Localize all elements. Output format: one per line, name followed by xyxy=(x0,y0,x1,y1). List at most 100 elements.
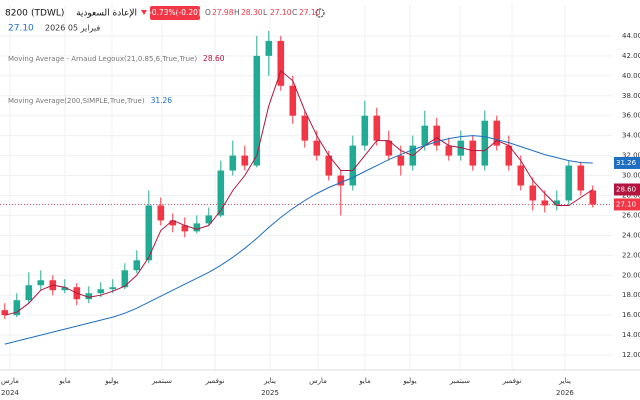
candle-body xyxy=(505,145,513,166)
candle-body xyxy=(253,55,261,166)
candle-body xyxy=(433,125,441,146)
candle-body xyxy=(313,140,321,156)
ohlc: O 27.98 H 28.30 L 27.10 C 27.10 xyxy=(205,8,321,17)
x-tick-label: مايو xyxy=(58,377,71,385)
y-tick-label: 18.00 xyxy=(622,291,640,299)
x-tick-label: يناير xyxy=(558,377,571,385)
candle-body xyxy=(337,175,345,186)
x-tick-label: سبتمبر xyxy=(151,377,172,385)
candle-body xyxy=(229,155,237,171)
ohlc-value: 27.10 xyxy=(299,8,321,17)
settings-icon[interactable] xyxy=(315,8,325,18)
candle-body xyxy=(265,40,273,56)
moving-average-line xyxy=(4,135,593,345)
x-tick-label: يوليو xyxy=(104,377,118,385)
x-tick-label: مارس xyxy=(1,377,19,385)
ohlc-key: L xyxy=(263,8,268,17)
y-tick-label: 20.00 xyxy=(622,271,640,279)
exchange: (TDWL) xyxy=(31,9,64,19)
x-tick-label: مارس xyxy=(309,377,327,385)
candle-body xyxy=(421,125,429,146)
candle-body xyxy=(289,85,297,116)
y-tick-label: 22.00 xyxy=(622,251,640,259)
y-tick-label: 32.00 xyxy=(622,152,640,160)
legend-label: Moving Average(200,SIMPLE,True,True) xyxy=(8,97,145,105)
price-tag-label: 27.10 xyxy=(616,200,636,208)
candle-body xyxy=(1,310,9,316)
price-tag xyxy=(614,183,640,196)
header: 8200 (TDWL) الإعادة السعودية -0.73%(-0.2… xyxy=(5,6,325,105)
candle-body xyxy=(301,115,309,141)
price-tag xyxy=(614,198,640,211)
x-tick-label: مايو xyxy=(358,377,371,385)
x-tick-label: نوفمبر xyxy=(205,377,225,385)
ohlc-key: C xyxy=(292,8,297,17)
candle-body xyxy=(529,185,537,201)
candle-body xyxy=(157,205,165,221)
price-tag xyxy=(614,156,640,169)
change: -0.73%(-0.20) xyxy=(149,8,201,17)
candle-body xyxy=(97,289,105,294)
candle-body xyxy=(277,40,285,86)
candle-body xyxy=(553,200,561,206)
candle-body xyxy=(565,165,573,201)
x-tick-year: 2025 xyxy=(261,389,279,397)
candle-body xyxy=(385,140,393,156)
candle-body xyxy=(589,190,597,205)
legend-label: Moving Average - Arnaud Legoux(21,0.85,6… xyxy=(8,55,197,63)
legend-value: 31.26 xyxy=(151,96,173,105)
y-tick-label: 16.00 xyxy=(622,311,640,319)
candle-body xyxy=(133,260,141,271)
candle-body xyxy=(517,165,525,186)
candle-body xyxy=(481,120,489,166)
title: الإعادة السعودية xyxy=(76,9,137,19)
candle-body xyxy=(349,145,357,186)
x-tick-year: 2024 xyxy=(1,389,19,397)
candle-body xyxy=(541,200,549,206)
plot xyxy=(0,30,612,345)
x-tick-year: 2026 xyxy=(556,389,574,397)
y-tick-label: 38.00 xyxy=(622,92,640,100)
candle-body xyxy=(577,165,585,191)
candle-body xyxy=(181,225,189,232)
y-tick-label: 30.00 xyxy=(622,172,640,180)
date: فبراير 05 2026 xyxy=(45,24,100,33)
price-tag-label: 31.26 xyxy=(616,159,637,167)
legend: Moving Average - Arnaud Legoux(21,0.85,6… xyxy=(8,54,225,105)
candle-body xyxy=(397,155,405,166)
ohlc-value: 27.10 xyxy=(270,8,292,17)
symbol: 8200 xyxy=(5,9,28,19)
x-tick-label: يناير xyxy=(263,377,276,385)
candle-body xyxy=(85,293,93,300)
candle-body xyxy=(445,145,453,156)
x-tick-label: سبتمبر xyxy=(449,377,470,385)
moving-average-line xyxy=(4,69,594,316)
candle-body xyxy=(241,155,249,166)
change-box xyxy=(150,6,200,20)
candle-body xyxy=(373,115,381,141)
ohlc-value: 28.30 xyxy=(241,8,263,17)
y-tick-label: 42.00 xyxy=(622,52,640,60)
candle-body xyxy=(205,215,213,224)
candle-body xyxy=(217,170,225,216)
x-tick-label: يوليو xyxy=(402,377,416,385)
candle-body xyxy=(37,280,45,286)
x-tick-label: نوفمبر xyxy=(502,377,522,385)
candle-body xyxy=(13,300,21,316)
y-tick-label: 12.00 xyxy=(622,351,640,359)
y-tick-label: 34.00 xyxy=(622,132,640,140)
y-tick-label: 24.00 xyxy=(622,231,640,239)
candle-body xyxy=(61,287,69,291)
y-tick-label: 14.00 xyxy=(622,331,640,339)
candle-body xyxy=(25,285,33,301)
candle-body xyxy=(325,155,333,176)
ohlc-value: 27.98 xyxy=(212,8,234,17)
price-tag-label: 28.60 xyxy=(616,185,636,193)
y-tick-label: 40.00 xyxy=(622,72,640,80)
legend-value: 28.60 xyxy=(203,54,225,63)
ohlc-key: O xyxy=(205,8,211,17)
candle-body xyxy=(121,270,129,288)
candle-body xyxy=(145,205,153,261)
candle-body xyxy=(169,220,177,226)
